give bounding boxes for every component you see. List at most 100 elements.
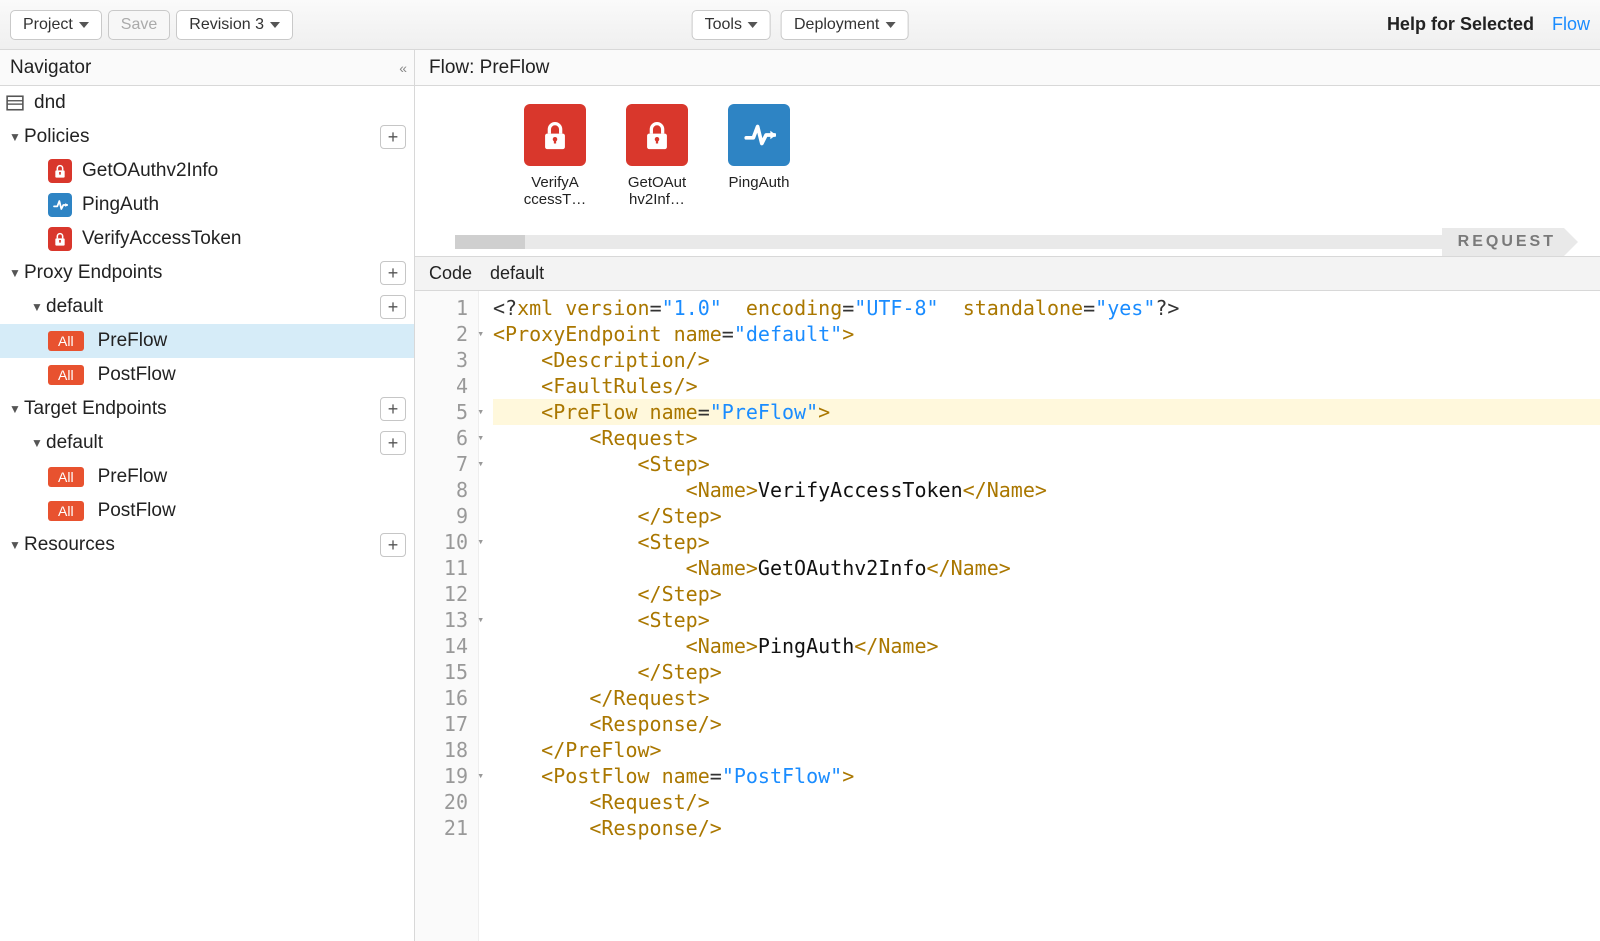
target-endpoints-label: Target Endpoints	[24, 398, 380, 420]
caret-icon	[885, 22, 895, 28]
flow-badge: All	[48, 365, 84, 385]
top-toolbar: Project Save Revision 3 Tools Deployment…	[0, 0, 1600, 50]
proxy-default-row[interactable]: ▼ default +	[0, 290, 414, 324]
add-proxy-flow-button[interactable]: +	[380, 295, 406, 319]
lock-icon	[48, 227, 72, 251]
disclosure-icon: ▼	[6, 130, 24, 144]
code-line[interactable]: </Step>	[493, 503, 1600, 529]
pulse-icon	[728, 104, 790, 166]
policy-item-label: PingAuth	[82, 194, 159, 216]
policy-item-label: VerifyAccessToken	[82, 228, 241, 250]
target-default-row[interactable]: ▼ default +	[0, 426, 414, 460]
policy-item[interactable]: VerifyAccessToken	[0, 222, 414, 256]
caret-icon	[79, 22, 89, 28]
code-line[interactable]: <Name>VerifyAccessToken</Name>	[493, 477, 1600, 503]
disclosure-icon: ▼	[6, 266, 24, 280]
project-label: Project	[23, 16, 73, 34]
add-proxy-endpoint-button[interactable]: +	[380, 261, 406, 285]
flow-header: Flow: PreFlow	[415, 50, 1600, 86]
project-name: dnd	[34, 92, 406, 114]
resources-section-row[interactable]: ▼ Resources +	[0, 528, 414, 562]
add-target-endpoint-button[interactable]: +	[380, 397, 406, 421]
policy-item-label: GetOAuthv2Info	[82, 160, 218, 182]
code-line[interactable]: </PreFlow>	[493, 737, 1600, 763]
code-line[interactable]: </Request>	[493, 685, 1600, 711]
code-line[interactable]: <Step>	[493, 607, 1600, 633]
project-menu-button[interactable]: Project	[10, 10, 102, 40]
request-track	[455, 235, 1452, 249]
code-line[interactable]: </Step>	[493, 659, 1600, 685]
proxy-endpoints-label: Proxy Endpoints	[24, 262, 380, 284]
revision-label: Revision 3	[189, 16, 264, 34]
flow-item-label: PostFlow	[98, 364, 406, 386]
revision-menu-button[interactable]: Revision 3	[176, 10, 293, 40]
disclosure-icon: ▼	[28, 300, 46, 314]
flow-item-label: PreFlow	[98, 466, 406, 488]
navigator-title: Navigator	[10, 57, 91, 79]
code-header: Code default	[415, 257, 1600, 291]
proxy-endpoints-section-row[interactable]: ▼ Proxy Endpoints +	[0, 256, 414, 290]
project-row[interactable]: dnd	[0, 86, 414, 120]
flow-step-label: GetOAuthv2Inf…	[628, 174, 686, 210]
flow-badge: All	[48, 467, 84, 487]
code-line[interactable]: <Request/>	[493, 789, 1600, 815]
flow-step[interactable]: GetOAuthv2Inf…	[617, 104, 697, 210]
code-line[interactable]: <Name>PingAuth</Name>	[493, 633, 1600, 659]
flow-badge: All	[48, 331, 84, 351]
proxy-flow-item[interactable]: All PreFlow	[0, 324, 414, 358]
flow-item-label: PreFlow	[98, 330, 406, 352]
caret-icon	[748, 22, 758, 28]
code-line[interactable]: </Step>	[493, 581, 1600, 607]
request-arrow: REQUEST	[1442, 228, 1578, 256]
target-default-label: default	[46, 432, 380, 454]
code-line[interactable]: <Response/>	[493, 711, 1600, 737]
save-button[interactable]: Save	[108, 10, 170, 40]
caret-icon	[270, 22, 280, 28]
code-line[interactable]: <Name>GetOAuthv2Info</Name>	[493, 555, 1600, 581]
code-header-file: default	[490, 263, 544, 284]
code-line[interactable]: <Step>	[493, 451, 1600, 477]
code-editor[interactable]: 123456789101112131415161718192021 <?xml …	[415, 291, 1600, 941]
add-resource-button[interactable]: +	[380, 533, 406, 557]
lock-icon	[626, 104, 688, 166]
navigator-panel: Navigator « dnd ▼ Policies + GetOAuthv2I…	[0, 50, 415, 941]
code-line[interactable]: <Request>	[493, 425, 1600, 451]
code-line[interactable]: <PostFlow name="PostFlow">	[493, 763, 1600, 789]
flow-help-link[interactable]: Flow	[1552, 14, 1590, 35]
add-target-flow-button[interactable]: +	[380, 431, 406, 455]
target-flow-item[interactable]: AllPostFlow	[0, 494, 414, 528]
code-line[interactable]: <Step>	[493, 529, 1600, 555]
disclosure-icon: ▼	[6, 538, 24, 552]
target-flow-item[interactable]: All PreFlow	[0, 460, 414, 494]
project-icon	[6, 94, 24, 112]
code-header-label: Code	[429, 263, 472, 284]
deployment-menu-button[interactable]: Deployment	[781, 10, 908, 40]
lock-icon	[524, 104, 586, 166]
code-line[interactable]: <Description/>	[493, 347, 1600, 373]
help-for-selected-label: Help for Selected	[1387, 14, 1534, 35]
target-endpoints-section-row[interactable]: ▼ Target Endpoints +	[0, 392, 414, 426]
code-line[interactable]: <?xml version="1.0" encoding="UTF-8" sta…	[493, 295, 1600, 321]
flow-canvas: VerifyAccessT… GetOAuthv2Inf… PingAuth REQ…	[415, 86, 1600, 257]
disclosure-icon: ▼	[28, 436, 46, 450]
policies-section-label: Policies	[24, 126, 380, 148]
flow-step[interactable]: PingAuth	[719, 104, 799, 210]
flow-step-label: PingAuth	[729, 174, 790, 210]
collapse-navigator-icon[interactable]: «	[399, 60, 404, 76]
code-line[interactable]: <ProxyEndpoint name="default">	[493, 321, 1600, 347]
add-policy-button[interactable]: +	[380, 125, 406, 149]
proxy-flow-item[interactable]: All PostFlow	[0, 358, 414, 392]
proxy-default-label: default	[46, 296, 380, 318]
code-line[interactable]: <PreFlow name="PreFlow">	[493, 399, 1600, 425]
resources-label: Resources	[24, 534, 380, 556]
disclosure-icon: ▼	[6, 402, 24, 416]
policies-section-row[interactable]: ▼ Policies +	[0, 120, 414, 154]
lock-icon	[48, 159, 72, 183]
tools-menu-button[interactable]: Tools	[692, 10, 771, 40]
code-line[interactable]: <FaultRules/>	[493, 373, 1600, 399]
flow-step[interactable]: VerifyAccessT…	[515, 104, 595, 210]
pulse-icon	[48, 193, 72, 217]
policy-item[interactable]: GetOAuthv2Info	[0, 154, 414, 188]
code-line[interactable]: <Response/>	[493, 815, 1600, 841]
policy-item[interactable]: PingAuth	[0, 188, 414, 222]
